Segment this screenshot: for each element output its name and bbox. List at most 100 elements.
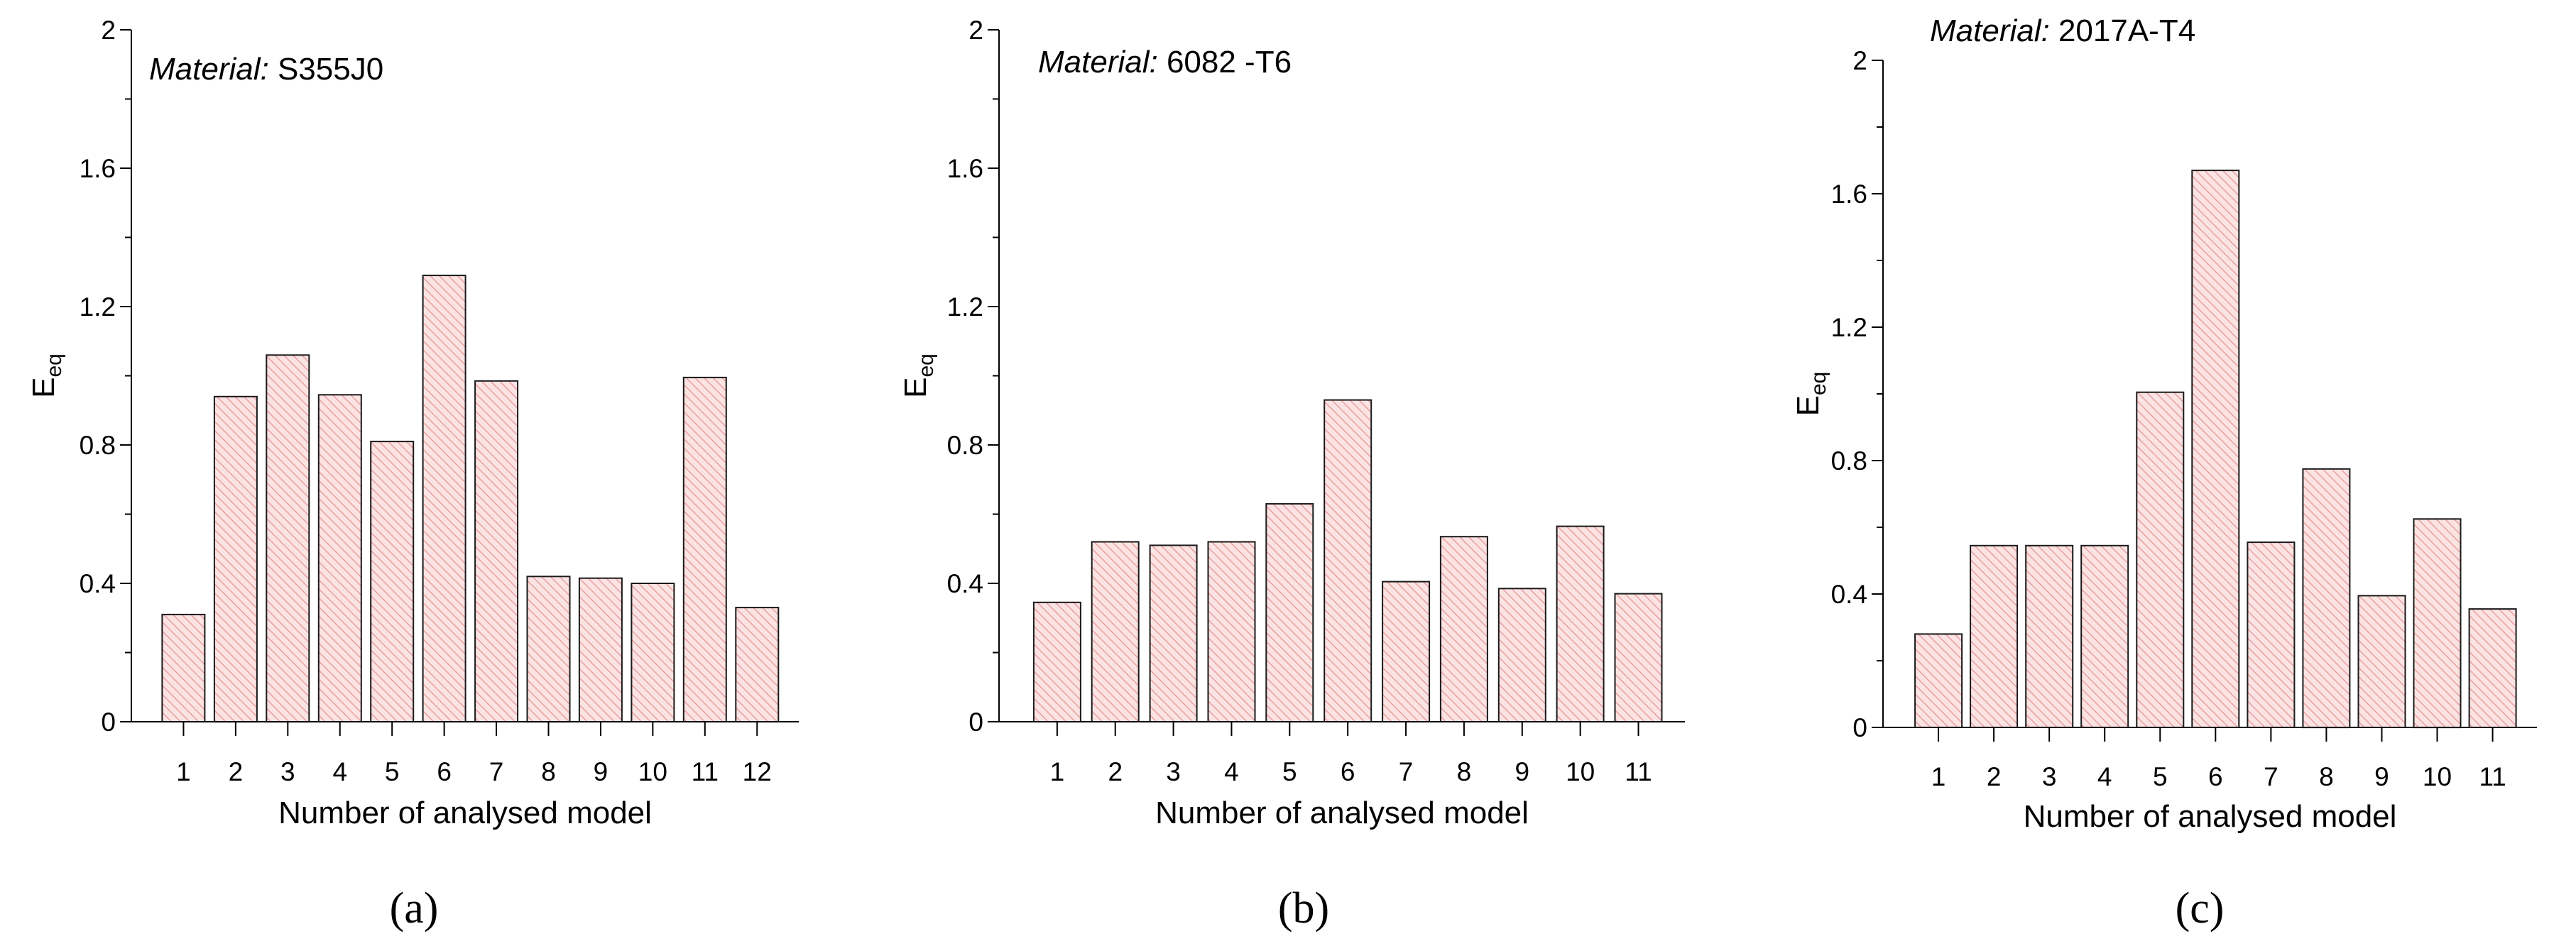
bar [1497,588,1546,722]
y-tick-label: 1.2 [80,292,116,321]
x-tick-label: 8 [541,757,556,786]
x-tick-label: 11 [1625,757,1652,786]
x-tick-label: 4 [1224,757,1239,786]
bar [2302,468,2351,729]
x-tick-label: 2 [229,757,244,786]
bar [1091,541,1140,722]
x-tick-label: 4 [2097,762,2112,791]
bar [2136,391,2185,728]
y-axis-label-subscript: eq [43,353,66,377]
x-tick-label: 9 [1515,757,1529,786]
bar [1382,581,1431,722]
x-tick-label: 6 [437,757,452,786]
bar [1614,593,1663,722]
bar [1207,541,1256,722]
x-tick-label: 7 [1399,757,1414,786]
y-tick-label: 1.2 [947,292,983,321]
bar [1914,633,1963,729]
bar [2468,608,2517,728]
bar [1556,525,1605,722]
bar [682,376,727,723]
material-prefix: Material: [1038,45,1158,79]
chart-panel-c: 0 0.4 0.8 1.2 1.6 2 1 2 3 4 5 6 7 8 9 10 11 Number of ana… [1791,13,2537,933]
material-annotation: Material: 2017A-T4 [1930,13,2195,48]
material-annotation: Material: S355J0 [149,52,383,87]
panel-label: (c) [2176,884,2225,933]
panel-label: (b) [1278,884,1329,933]
x-tick-label: 3 [1166,757,1181,786]
y-tick-label: 1.6 [1831,180,1867,209]
x-tick-label: 5 [1282,757,1297,786]
x-tick-label: 4 [332,757,347,786]
x-tick-label: 1 [1931,762,1946,791]
x-tick-label: 9 [2374,762,2389,791]
x-tick-label: 9 [594,757,608,786]
material-value: 6082 -T6 [1167,45,1292,79]
bar [1149,544,1198,723]
bar [2080,544,2129,728]
bar [213,395,258,723]
material-spacer [269,52,278,87]
x-tick-label: 1 [176,757,191,786]
bar [735,607,780,722]
material-prefix: Material: [149,52,269,87]
bar [578,577,623,723]
material-value: 2017A-T4 [2058,13,2195,48]
bar [2025,544,2074,728]
y-tick-label: 1.6 [947,154,983,183]
bar [2247,541,2296,728]
panel-label: (a) [390,884,439,933]
y-axis-label: Eeq [898,353,938,398]
y-tick-label: 0.4 [80,569,116,598]
y-axis-label-subscript: eq [915,353,938,377]
bar [2413,518,2462,729]
material-annotation: Material: 6082 -T6 [1038,45,1292,79]
y-tick-label: 2 [101,16,116,45]
material-spacer [2050,13,2058,48]
x-tick-label: 7 [489,757,504,786]
x-tick-label: 7 [2264,762,2278,791]
bar [474,380,519,722]
y-tick-label: 2 [968,16,983,45]
x-tick-label: 5 [2153,762,2168,791]
bar [2357,595,2406,729]
x-tick-label: 6 [2208,762,2223,791]
bar [2191,170,2240,729]
material-value: S355J0 [278,52,383,87]
bar [1970,544,2019,728]
bar [161,613,206,723]
x-tick-label: 11 [692,757,719,786]
bar [266,354,310,723]
x-tick-label: 10 [2423,762,2452,791]
x-tick-label: 6 [1341,757,1355,786]
chart-panel-b: 0 0.4 0.8 1.2 1.6 2 1 2 3 4 5 6 7 8 9 10 11 Number of ana… [898,16,1685,933]
material-prefix: Material: [1930,13,2050,48]
x-tick-label: 11 [2479,762,2506,791]
bar [1439,536,1488,722]
x-tick-label: 3 [2042,762,2057,791]
y-tick-label: 0 [1852,713,1867,742]
bar [1032,601,1081,722]
x-tick-label: 8 [2319,762,2334,791]
y-axis-label: Eeq [26,353,66,398]
bar [631,583,675,722]
material-spacer [1158,45,1167,79]
x-axis-label: Number of analysed model [2024,799,2397,834]
bar [422,275,466,723]
y-tick-label: 2 [1852,46,1867,75]
x-axis-label: Number of analysed model [278,796,652,830]
x-tick-label: 10 [638,757,667,786]
y-axis-label-subscript: eq [1807,372,1830,395]
y-axis-label: Eeq [1791,372,1830,417]
bar [1265,502,1314,723]
y-tick-label: 0.8 [947,431,983,460]
y-tick-label: 1.6 [80,154,116,183]
bar [370,441,415,722]
y-tick-label: 0.8 [80,431,116,460]
x-tick-label: 12 [743,757,772,786]
y-axis-label-main: E [1791,395,1825,416]
y-tick-label: 0 [968,708,983,737]
bar [317,394,362,722]
